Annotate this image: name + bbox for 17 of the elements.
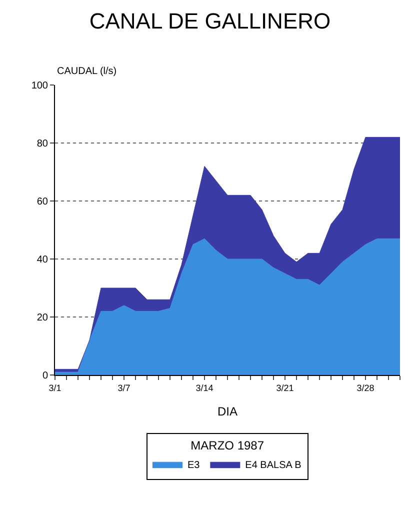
- y-tick-label: 20: [36, 312, 48, 324]
- y-axis-title: CAUDAL (l/s): [57, 66, 117, 77]
- chart-title: CANAL DE GALLINERO: [89, 8, 331, 34]
- x-tick-label: 3/7: [118, 382, 130, 393]
- x-axis-title: DIA: [217, 404, 238, 419]
- x-tick-label: 3/28: [356, 382, 374, 393]
- y-tick-label: 80: [36, 138, 48, 150]
- legend-title: MARZO 1987: [190, 438, 264, 453]
- x-tick-label: 3/14: [196, 382, 214, 393]
- x-tick-label: 3/1: [48, 382, 62, 393]
- y-tick-label: 40: [36, 254, 48, 266]
- legend-label: E3: [188, 460, 200, 471]
- x-tick-label: 3/21: [276, 382, 294, 393]
- y-tick-label: 60: [36, 196, 48, 208]
- y-tick-label: 0: [42, 370, 48, 382]
- y-tick-label: 100: [31, 80, 48, 92]
- legend-label: E4 BALSA B: [245, 460, 302, 471]
